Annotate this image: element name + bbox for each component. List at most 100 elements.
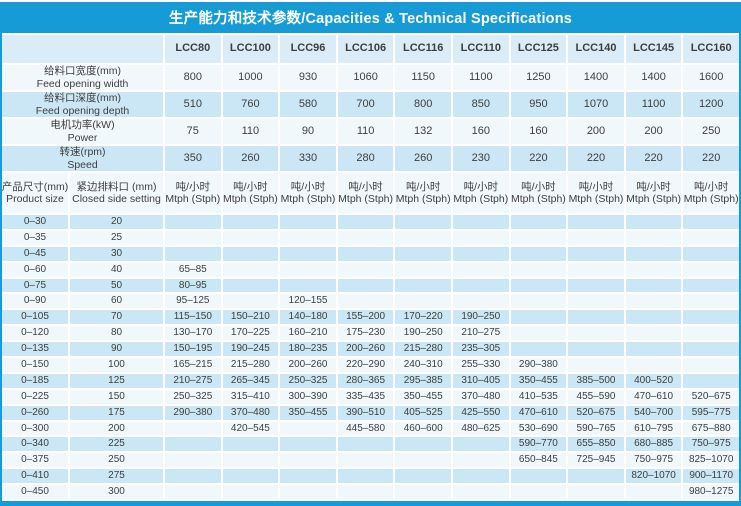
capacity-cell <box>222 246 279 261</box>
product-size-cell: 0–60 <box>2 262 68 277</box>
product-size-header: 产品尺寸(mm) Product size <box>2 173 68 213</box>
capacity-cell <box>222 230 279 245</box>
capacity-cell: 265–345 <box>222 373 279 388</box>
capacity-unit-header: 吨/小时 Mtph (Stph) <box>395 173 451 213</box>
capacity-cell <box>337 278 394 293</box>
spec-value: 75 <box>165 119 221 144</box>
capacity-cell: 295–385 <box>395 373 451 388</box>
capacity-cell <box>165 421 221 436</box>
capacity-cell <box>280 437 336 452</box>
spec-value: 110 <box>337 119 394 144</box>
capacity-cell <box>280 262 336 277</box>
capacity-unit-header: 吨/小时 Mtph (Stph) <box>222 173 279 213</box>
capacity-cell: 400–520 <box>625 373 682 388</box>
closed-side-setting-cell: 70 <box>70 310 163 325</box>
capacity-cell: 140–180 <box>280 310 336 325</box>
capacity-cell: 610–795 <box>625 421 682 436</box>
spec-value: 160 <box>452 119 509 144</box>
closed-side-setting-cell: 90 <box>70 342 163 357</box>
capacity-cell: 410–535 <box>510 389 567 404</box>
capacity-cell <box>510 230 567 245</box>
spec-label: 给料口深度(mm) Feed opening depth <box>2 92 163 117</box>
capacity-cell <box>568 246 624 261</box>
capacity-cell: 215–280 <box>222 358 279 372</box>
capacity-cell <box>452 262 509 277</box>
capacity-cell: 315–410 <box>222 389 279 404</box>
capacity-cell <box>395 453 451 468</box>
model-header-lcc100: LCC100 <box>222 35 279 63</box>
capacity-cell: 530–690 <box>510 421 567 436</box>
product-size-cell: 0–300 <box>2 421 68 436</box>
capacity-cell <box>683 262 739 277</box>
closed-side-setting-cell: 30 <box>70 246 163 261</box>
product-size-cell: 0–340 <box>2 437 68 452</box>
product-size-cell: 0–45 <box>2 246 68 261</box>
capacity-cell <box>625 358 682 372</box>
capacity-cell: 200–260 <box>280 358 336 372</box>
capacity-cell <box>280 246 336 261</box>
spec-value: 220 <box>683 146 739 171</box>
spec-value: 220 <box>568 146 624 171</box>
capacity-cell: 300–390 <box>280 389 336 404</box>
capacity-cell <box>165 246 221 261</box>
capacity-cell: 200–260 <box>337 342 394 357</box>
spec-value: 1000 <box>222 65 279 90</box>
spec-value: 90 <box>280 119 336 144</box>
capacity-cell <box>337 215 394 229</box>
capacity-cell <box>222 469 279 484</box>
spec-value: 510 <box>165 92 221 117</box>
capacity-cell: 290–380 <box>165 405 221 420</box>
closed-side-setting-cell: 80 <box>70 326 163 341</box>
capacity-cell <box>510 485 567 500</box>
capacity-cell <box>165 485 221 500</box>
capacity-cell <box>683 246 739 261</box>
closed-side-setting-cell: 40 <box>70 262 163 277</box>
capacity-cell <box>683 310 739 325</box>
model-header-lcc140: LCC140 <box>568 35 624 63</box>
capacity-cell: 420–545 <box>222 421 279 436</box>
capacity-cell <box>568 262 624 277</box>
spec-value: 350 <box>165 146 221 171</box>
capacity-cell <box>452 278 509 293</box>
spec-value: 800 <box>165 65 221 90</box>
capacity-cell: 310–405 <box>452 373 509 388</box>
capacity-cell <box>568 485 624 500</box>
capacity-cell: 335–435 <box>337 389 394 404</box>
product-size-cell: 0–135 <box>2 342 68 357</box>
capacity-cell: 455–590 <box>568 389 624 404</box>
capacity-cell <box>625 262 682 277</box>
closed-side-setting-cell: 225 <box>70 437 163 452</box>
capacity-cell <box>625 278 682 293</box>
capacity-cell <box>395 294 451 309</box>
model-header-lcc116: LCC116 <box>395 35 451 63</box>
capacity-cell <box>395 469 451 484</box>
capacity-cell <box>337 485 394 500</box>
capacity-cell <box>165 230 221 245</box>
capacity-cell: 385–500 <box>568 373 624 388</box>
capacity-cell <box>337 230 394 245</box>
capacity-cell: 250–325 <box>165 389 221 404</box>
capacity-cell <box>222 453 279 468</box>
capacity-unit-header: 吨/小时 Mtph (Stph) <box>337 173 394 213</box>
capacity-cell: 675–880 <box>683 421 739 436</box>
product-size-cell: 0–75 <box>2 278 68 293</box>
product-size-cell: 0–150 <box>2 358 68 372</box>
capacity-cell <box>625 485 682 500</box>
capacity-cell: 750–975 <box>683 437 739 452</box>
product-size-cell: 0–120 <box>2 326 68 341</box>
capacity-cell <box>222 485 279 500</box>
product-size-cell: 0–375 <box>2 453 68 468</box>
capacity-cell <box>452 230 509 245</box>
capacity-unit-header: 吨/小时 Mtph (Stph) <box>280 173 336 213</box>
capacity-cell <box>568 469 624 484</box>
capacity-cell <box>683 215 739 229</box>
capacity-cell: 470–610 <box>625 389 682 404</box>
model-header-lcc160: LCC160 <box>683 35 739 63</box>
capacity-cell: 160–210 <box>280 326 336 341</box>
capacity-cell <box>510 469 567 484</box>
capacity-cell <box>568 342 624 357</box>
capacity-cell <box>395 230 451 245</box>
capacity-cell <box>510 215 567 229</box>
capacity-cell <box>337 469 394 484</box>
capacity-cell <box>510 278 567 293</box>
